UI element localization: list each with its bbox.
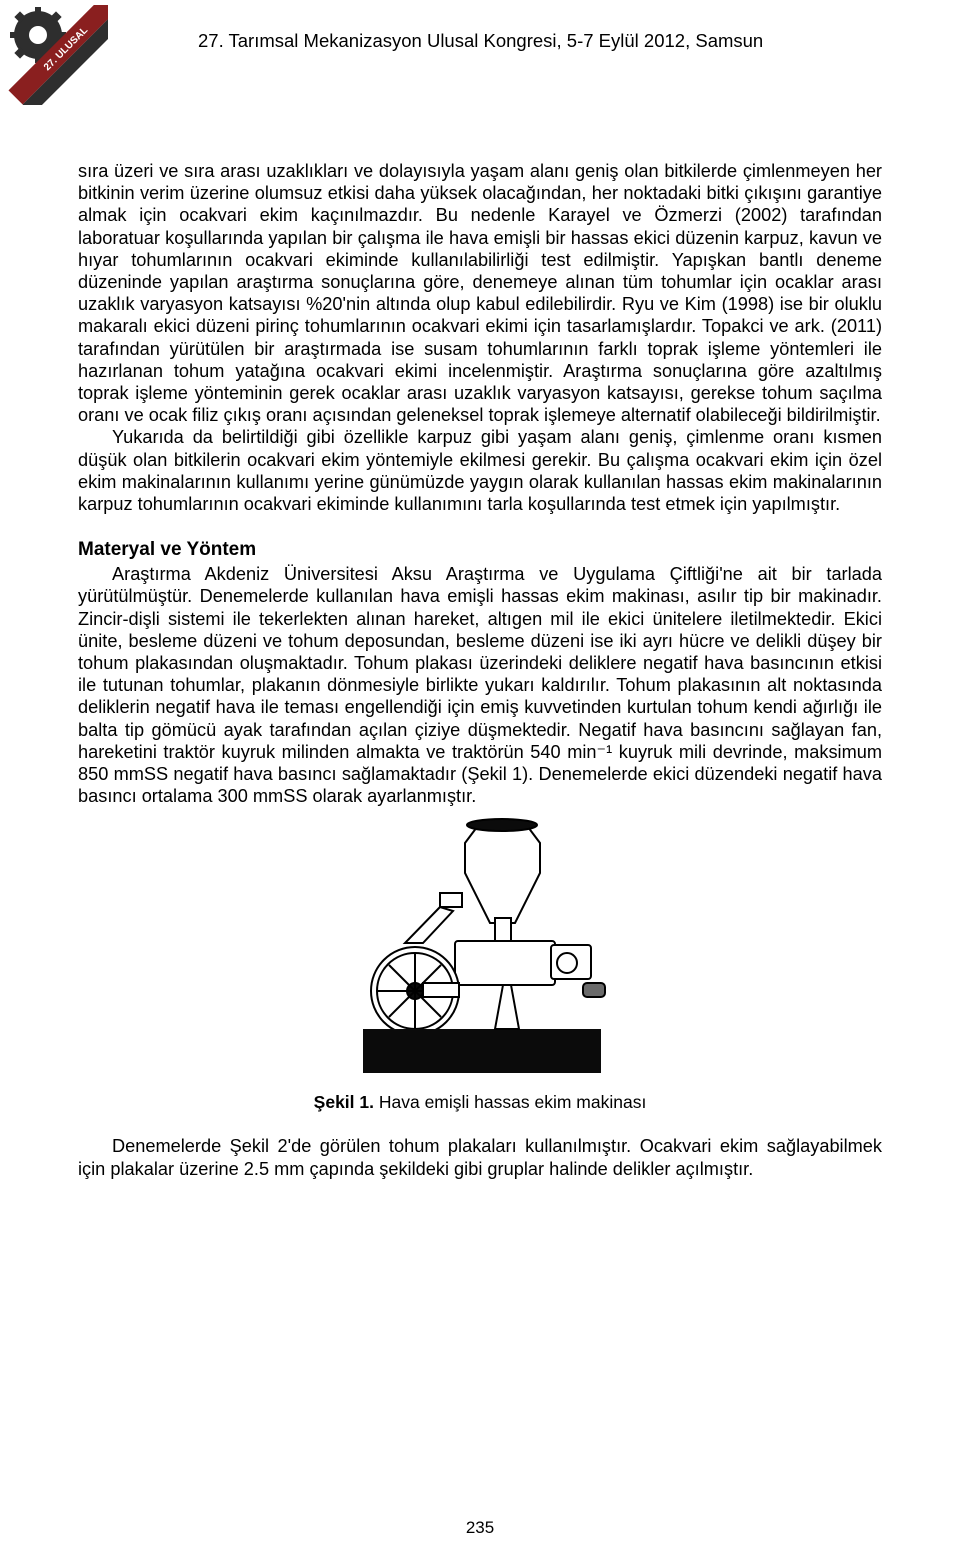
page: 27. ULUSAL 27. Tarımsal Mekanizasyon Ulu…	[0, 0, 960, 1554]
figure-1-caption: Şekil 1. Hava emişli hassas ekim makinas…	[78, 1092, 882, 1113]
figure-1-wrap: Şekil 1. Hava emişli hassas ekim makinas…	[78, 813, 882, 1113]
paragraph-1: sıra üzeri ve sıra arası uzaklıkları ve …	[78, 160, 882, 426]
seeder-machine-icon	[345, 813, 615, 1083]
section-title-materyal: Materyal ve Yöntem	[78, 539, 882, 561]
page-header: 27. ULUSAL 27. Tarımsal Mekanizasyon Ulu…	[78, 30, 882, 100]
body-text: sıra üzeri ve sıra arası uzaklıkları ve …	[78, 160, 882, 807]
paragraph-3: Araştırma Akdeniz Üniversitesi Aksu Araş…	[78, 563, 882, 807]
soil-block	[363, 1029, 601, 1073]
paragraph-2: Yukarıda da belirtildiği gibi özellikle …	[78, 426, 882, 515]
figure-1	[345, 813, 615, 1083]
header-title: 27. Tarımsal Mekanizasyon Ulusal Kongres…	[198, 30, 763, 52]
body-text-after-fig: Denemelerde Şekil 2'de görülen tohum pla…	[78, 1135, 882, 1179]
paragraph-4: Denemelerde Şekil 2'de görülen tohum pla…	[78, 1135, 882, 1179]
figure-1-caption-text: Hava emişli hassas ekim makinası	[374, 1092, 646, 1112]
logo-svg: 27. ULUSAL	[8, 5, 108, 105]
figure-1-label: Şekil 1.	[314, 1092, 374, 1112]
congress-logo: 27. ULUSAL	[8, 5, 108, 105]
page-number: 235	[0, 1518, 960, 1538]
